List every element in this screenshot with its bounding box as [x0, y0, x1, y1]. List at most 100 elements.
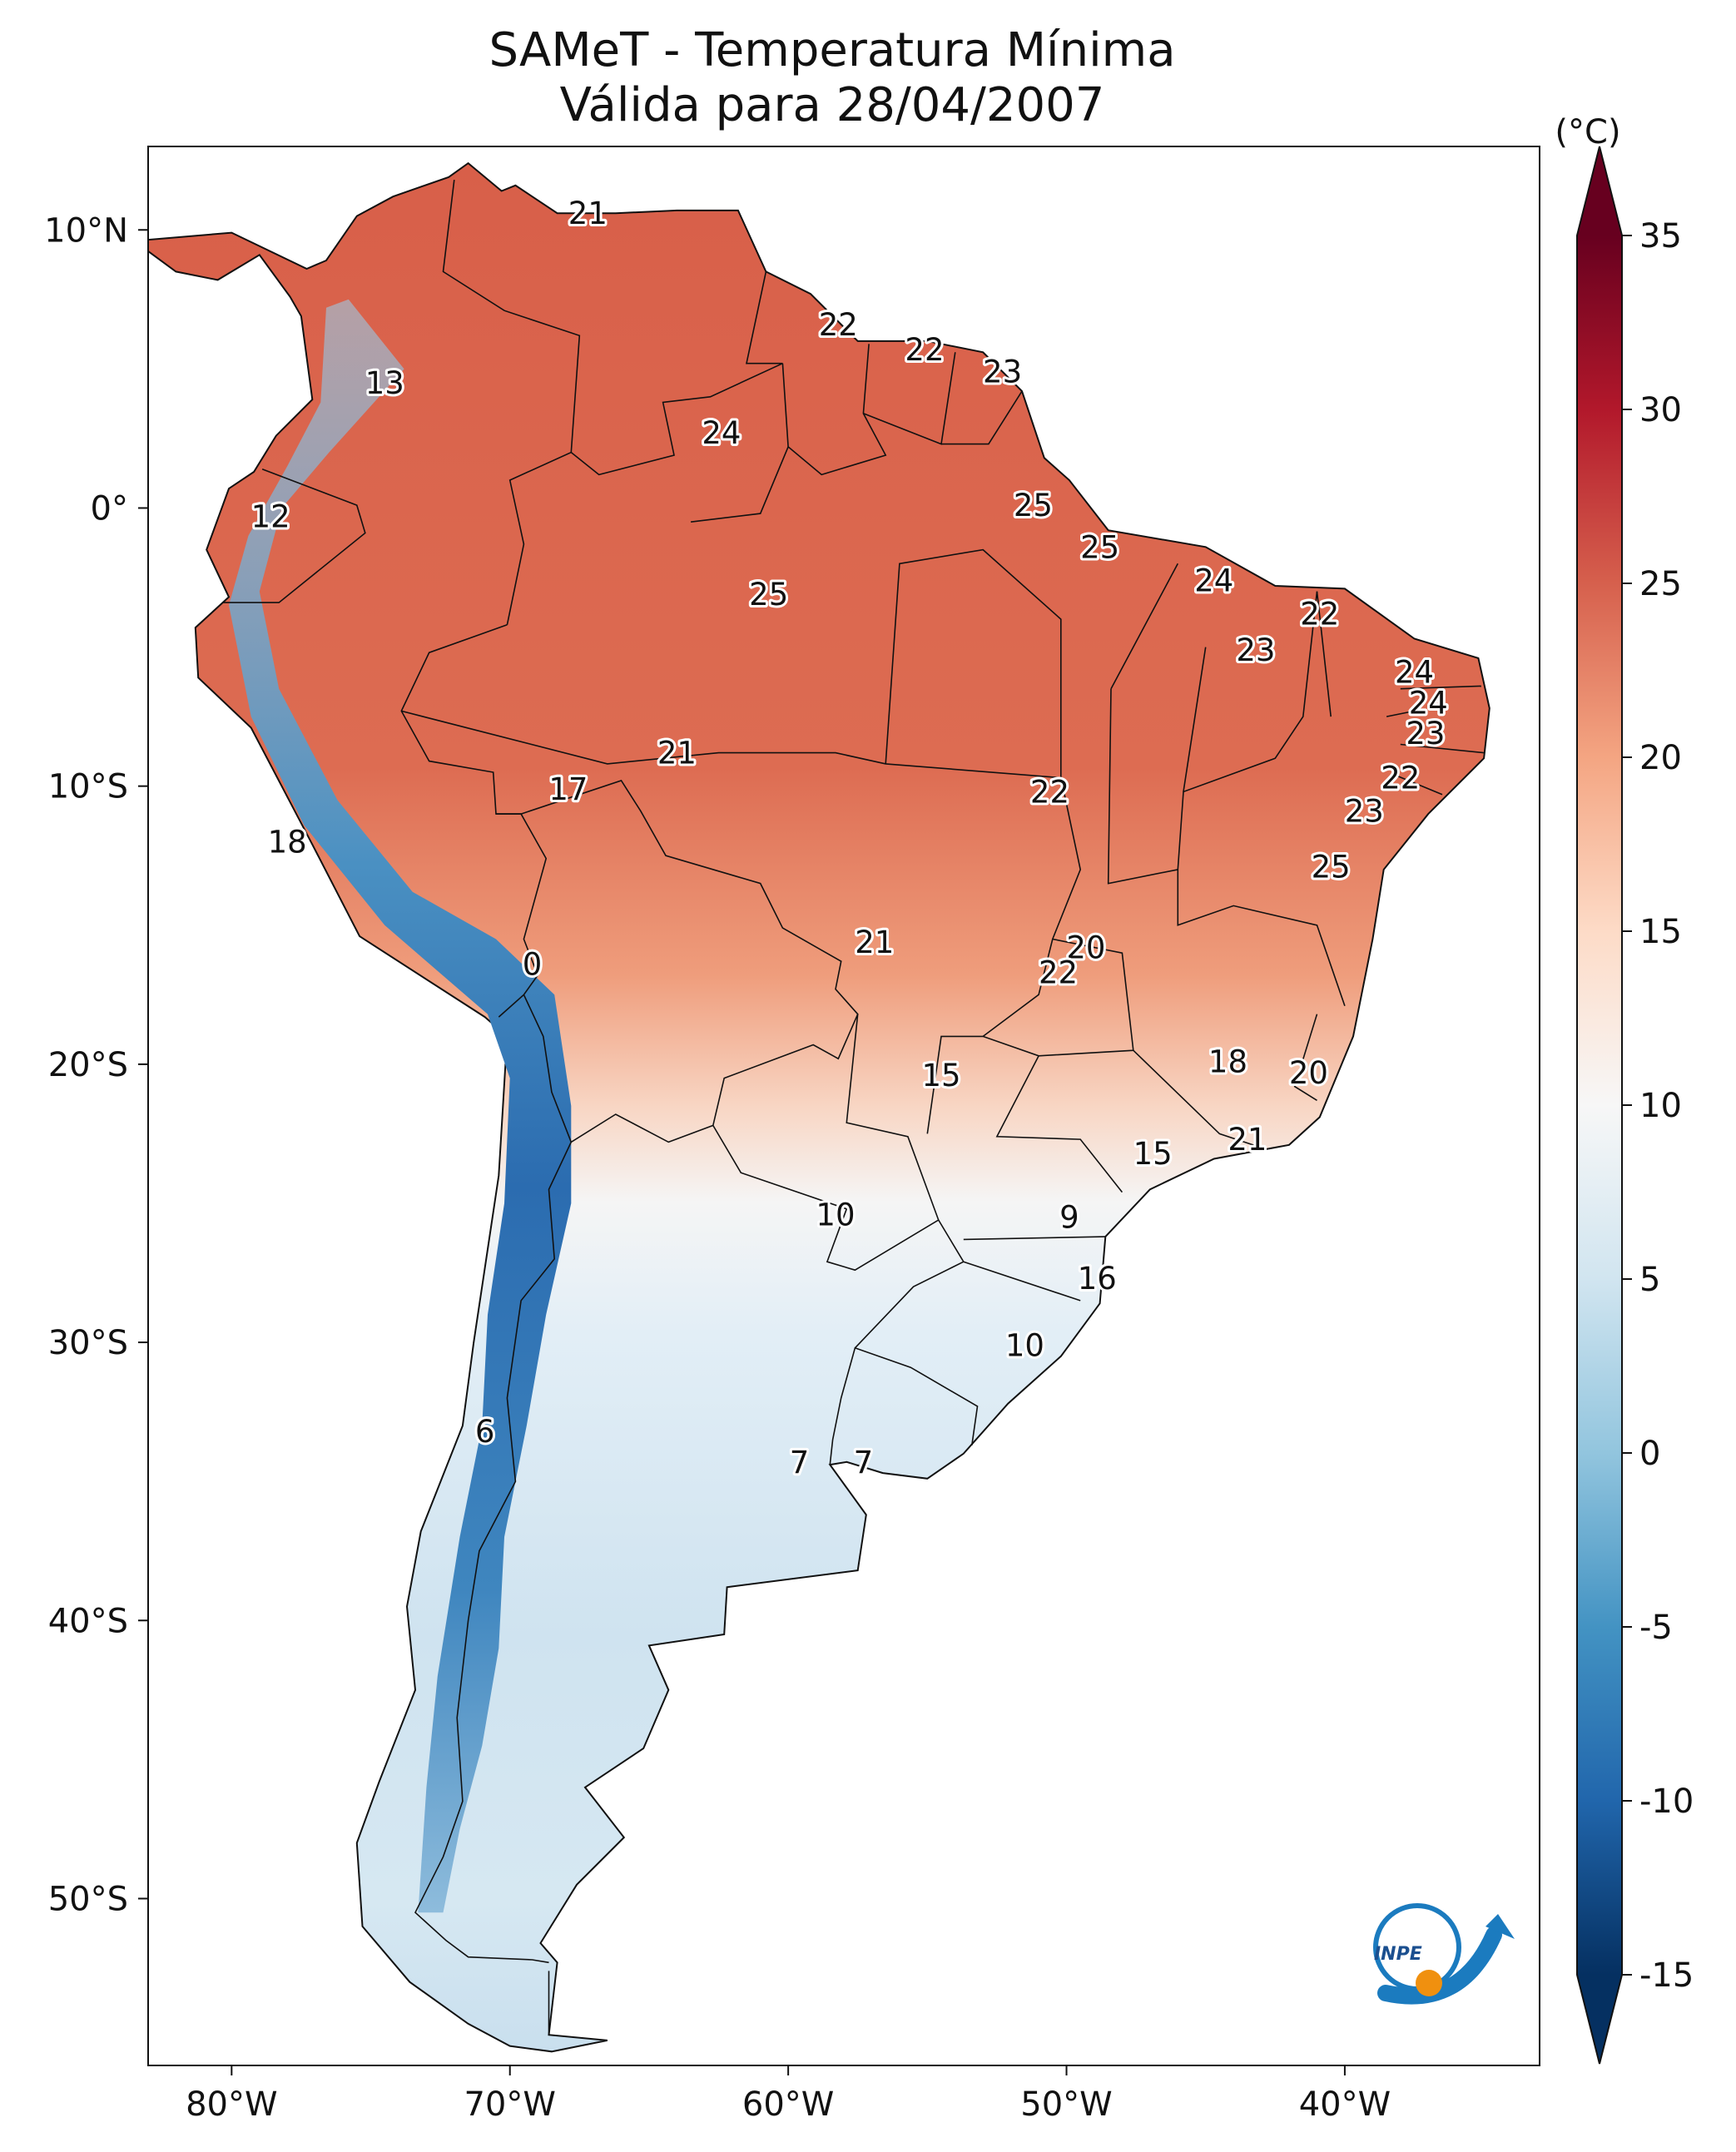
temperature-value-label: 25	[1080, 529, 1119, 565]
temperature-value-label: 25	[749, 577, 788, 612]
latitude-axis: 10°N 0° 10°S 20°S 30°S 40°S 50°S	[44, 211, 148, 1918]
lat-tick-label: 0°	[91, 489, 128, 528]
temperature-value-label: 24	[1194, 563, 1233, 598]
temperature-value-label: 23	[1406, 716, 1445, 751]
temperature-value-label: 21	[657, 736, 697, 771]
border-line	[1183, 647, 1207, 792]
border-line	[1386, 710, 1415, 717]
border-line	[712, 1014, 940, 1272]
border-line	[885, 548, 1082, 1038]
title-line-1: SAMeT - Temperatura Mínima	[489, 23, 1176, 77]
country-borders	[223, 180, 1485, 2035]
colorbar-unit: (°C)	[1555, 113, 1620, 151]
south-america-land	[148, 161, 1490, 2053]
colorbar-tick-label: 5	[1639, 1261, 1660, 1299]
temperature-value-label: 25	[1014, 488, 1053, 523]
colorbar: 35 30 25 20 15 10 5 0 -5 -10 -15 (°C)	[1555, 113, 1694, 2065]
border-line	[1400, 685, 1481, 690]
map-area: 2122222313242512252425222324242321222217…	[148, 161, 1490, 2053]
colorbar-tick-label: 30	[1639, 391, 1682, 429]
temperature-value-label: 6	[475, 1414, 495, 1450]
temperature-value-label: 22	[819, 307, 858, 343]
temperature-value-label: 9	[1059, 1200, 1079, 1236]
border-line	[691, 446, 789, 523]
colorbar-tick-label: -5	[1639, 1609, 1673, 1647]
lon-tick-label: 80°W	[186, 2085, 277, 2124]
title-line-2: Válida para 28/04/2007	[559, 78, 1105, 132]
temperature-value-label: 18	[268, 825, 307, 860]
colorbar-tick-label: -10	[1639, 1783, 1694, 1821]
border-line	[401, 710, 1061, 779]
border-line	[963, 1236, 1106, 1241]
border-line	[414, 1142, 573, 1964]
temperature-value-label: 23	[1345, 794, 1384, 830]
lat-tick-label: 40°S	[48, 1602, 128, 1640]
border-line	[781, 344, 887, 476]
temperature-value-label: 22	[1039, 955, 1078, 991]
colorbar-tick-label: 35	[1639, 217, 1682, 255]
border-line	[995, 1055, 1123, 1193]
andes-cold-band	[229, 299, 572, 1913]
border-line	[1133, 1049, 1262, 1148]
lon-tick-label: 60°W	[742, 2085, 834, 2124]
border-line	[1400, 743, 1485, 754]
colorbar-tick-label: 15	[1639, 913, 1682, 951]
border-line	[570, 271, 783, 476]
map-title: SAMeT - Temperatura Mínima Válida para 2…	[0, 23, 1664, 133]
temperature-labels: 2122222313242512252425222324242321222217…	[249, 193, 1451, 1483]
colorbar-tick-label: 20	[1639, 739, 1682, 777]
temperature-value-label: 10	[816, 1197, 855, 1232]
lat-tick-label: 50°S	[48, 1880, 128, 1918]
lat-tick-label: 10°N	[44, 211, 128, 250]
logo-text: INPE	[1374, 1944, 1422, 1965]
lon-tick-label: 70°W	[464, 2085, 555, 2124]
longitude-axis: 80°W 70°W 60°W 50°W 40°W	[186, 2065, 1391, 2124]
lon-tick-label: 50°W	[1020, 2085, 1112, 2124]
temperature-value-label: 18	[1208, 1044, 1247, 1080]
temperature-value-label: 21	[855, 925, 894, 960]
temperature-value-label: 7	[854, 1445, 874, 1480]
temperature-value-label: 16	[1078, 1261, 1117, 1297]
colorbar-tick-label: 10	[1639, 1087, 1682, 1125]
colorbar-scale	[1577, 236, 1622, 1975]
temperature-value-label: 21	[1228, 1122, 1267, 1158]
colorbar-ticks: 35 30 25 20 15 10 5 0 -5 -10 -15	[1622, 217, 1694, 1995]
logo-arrow-icon	[1486, 1914, 1515, 1939]
border-line	[442, 180, 581, 625]
border-line	[223, 468, 366, 603]
colorbar-tick-label: -15	[1639, 1956, 1694, 1995]
map-frame	[147, 146, 1540, 2066]
colorbar-tick-label: 25	[1639, 565, 1682, 603]
temperature-value-label: 22	[1300, 596, 1339, 632]
temperature-value-label: 24	[702, 415, 741, 451]
temperature-value-label: 10	[1005, 1327, 1044, 1363]
lat-tick-label: 30°S	[48, 1324, 128, 1362]
temperature-value-label: 22	[1030, 774, 1069, 810]
border-line	[1394, 774, 1443, 796]
border-line	[941, 390, 1023, 445]
lat-tick-label: 20°S	[48, 1046, 128, 1084]
temperature-value-label: 0	[523, 947, 543, 983]
colorbar-min-arrow	[1577, 1975, 1622, 2064]
temperature-value-label: 13	[365, 365, 404, 401]
temperature-value-label: 21	[568, 196, 608, 231]
border-line	[1177, 869, 1346, 1006]
temperature-value-label: 23	[1236, 632, 1275, 668]
temperature-value-label: 7	[790, 1445, 810, 1480]
temperature-value-label: 24	[1395, 655, 1434, 691]
inpe-logo: INPE	[1373, 1903, 1515, 2005]
border-line	[1293, 1014, 1318, 1101]
lon-tick-label: 40°W	[1299, 2085, 1391, 2124]
temperature-value-label: 20	[1066, 930, 1105, 966]
temperature-value-label: 17	[548, 771, 588, 807]
border-line	[963, 1261, 1081, 1302]
border-line	[1110, 563, 1179, 690]
colorbar-max-arrow	[1577, 146, 1622, 236]
temperature-value-label: 22	[905, 332, 944, 368]
temperature-value-label: 23	[983, 355, 1022, 390]
temperature-value-label: 12	[251, 498, 290, 534]
temperature-value-label: 15	[1133, 1136, 1173, 1172]
temperature-value-label: 20	[1289, 1055, 1328, 1091]
temperature-value-label: 24	[1409, 685, 1448, 721]
